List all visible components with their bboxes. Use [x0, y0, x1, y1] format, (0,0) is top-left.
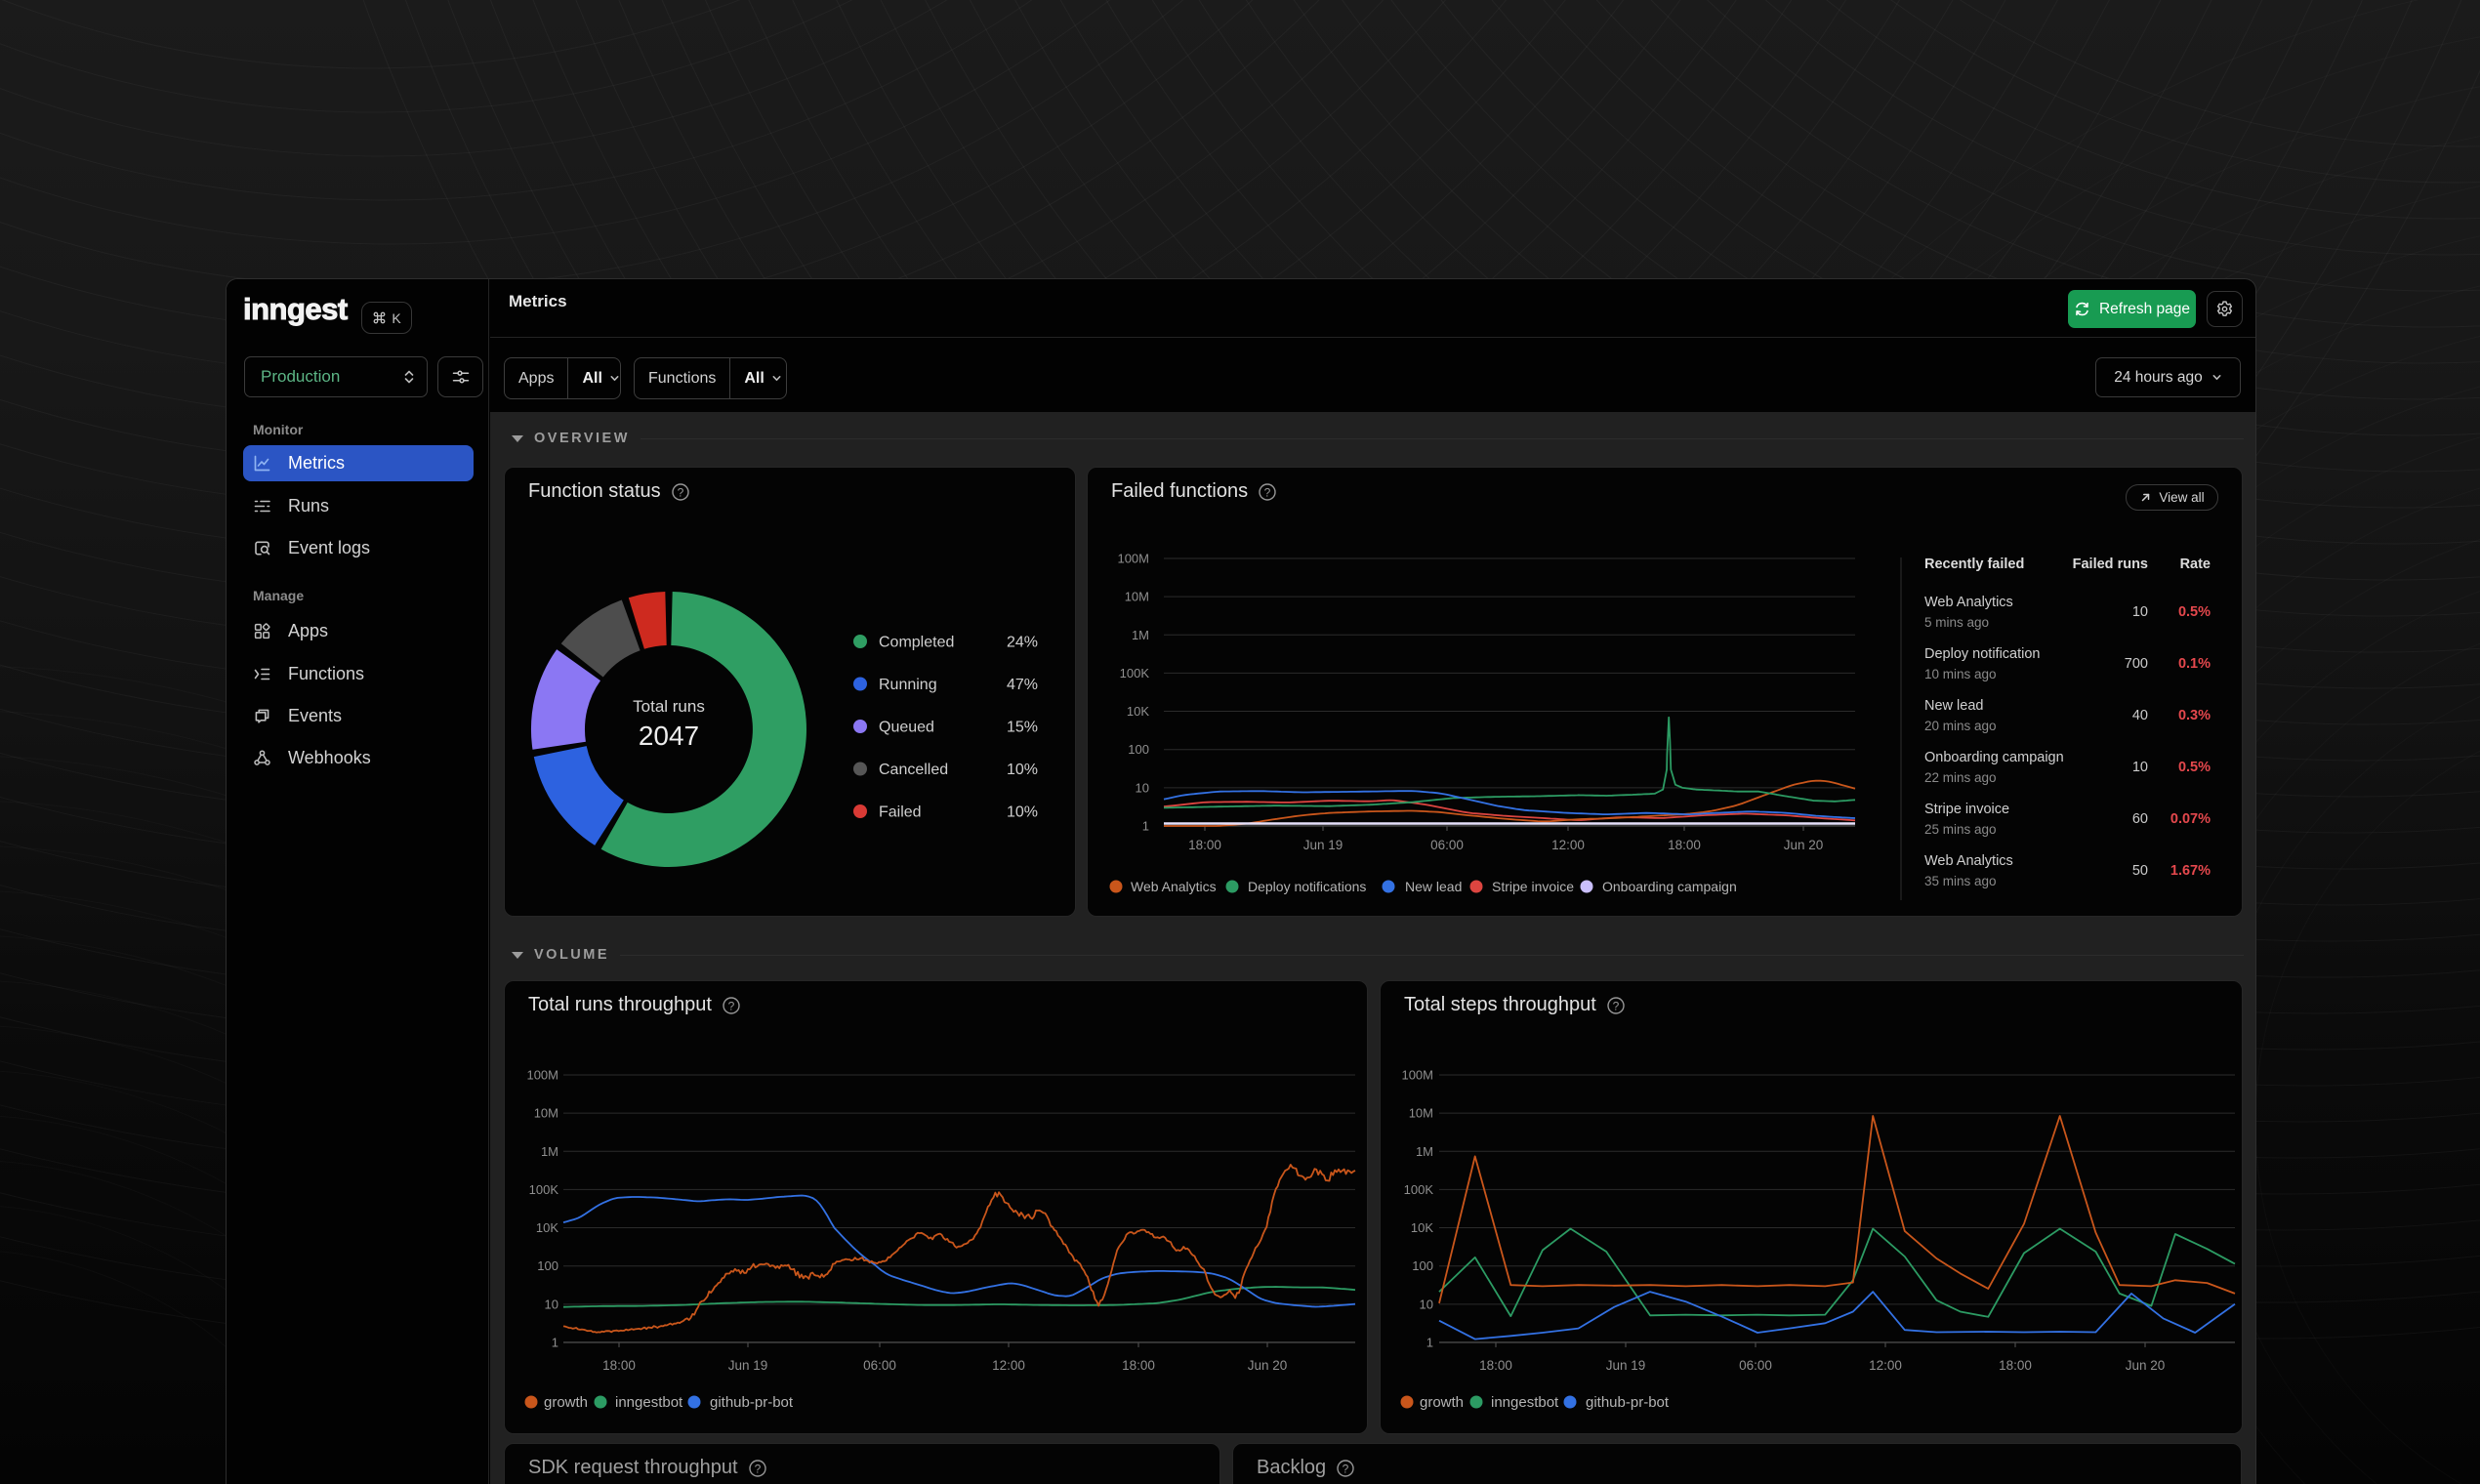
svg-text:100K: 100K [1120, 666, 1150, 680]
svg-text:?: ? [728, 999, 735, 1012]
svg-text:700: 700 [2125, 656, 2148, 672]
svg-text:Web Analytics: Web Analytics [1924, 853, 2013, 869]
svg-text:Web Analytics: Web Analytics [1131, 879, 1217, 894]
svg-text:Deploy notification: Deploy notification [1924, 646, 2041, 662]
svg-text:New lead: New lead [1405, 879, 1462, 894]
svg-text:1.67%: 1.67% [2170, 863, 2211, 879]
svg-text:10K: 10K [1127, 704, 1149, 719]
svg-text:100M: 100M [526, 1068, 558, 1083]
svg-text:10 mins ago: 10 mins ago [1924, 667, 1997, 681]
svg-text:growth: growth [544, 1394, 588, 1411]
svg-text:40: 40 [2132, 708, 2148, 723]
svg-text:inngestbot: inngestbot [1491, 1394, 1559, 1411]
svg-text:Running: Running [879, 677, 937, 693]
svg-text:?: ? [1612, 999, 1619, 1012]
svg-text:24%: 24% [1007, 635, 1038, 651]
svg-text:?: ? [1343, 1462, 1349, 1475]
svg-text:Deploy notifications: Deploy notifications [1248, 879, 1366, 894]
svg-text:Web Analytics: Web Analytics [1924, 595, 2013, 610]
svg-text:18:00: 18:00 [1668, 838, 1701, 852]
svg-text:100M: 100M [1401, 1068, 1433, 1083]
svg-text:inngestbot: inngestbot [615, 1394, 683, 1411]
svg-text:10M: 10M [1409, 1106, 1433, 1121]
svg-text:1M: 1M [1416, 1144, 1433, 1159]
svg-text:?: ? [1264, 485, 1271, 499]
svg-text:?: ? [677, 485, 683, 499]
svg-text:100: 100 [1128, 742, 1149, 757]
svg-text:15%: 15% [1007, 720, 1038, 736]
svg-text:12:00: 12:00 [1551, 838, 1585, 852]
svg-text:Queued: Queued [879, 720, 934, 736]
svg-text:Stripe invoice: Stripe invoice [1492, 879, 1574, 894]
svg-text:50: 50 [2132, 863, 2148, 879]
svg-text:Failed runs: Failed runs [2073, 556, 2148, 572]
svg-text:10: 10 [2132, 604, 2148, 620]
svg-text:18:00: 18:00 [602, 1358, 636, 1373]
svg-text:12:00: 12:00 [1869, 1358, 1902, 1373]
svg-text:2047: 2047 [639, 721, 699, 751]
svg-text:10%: 10% [1007, 804, 1038, 821]
svg-text:Completed: Completed [879, 635, 954, 651]
svg-text:github-pr-bot: github-pr-bot [710, 1394, 794, 1411]
svg-text:Jun 20: Jun 20 [1248, 1358, 1288, 1373]
svg-text:100: 100 [537, 1258, 558, 1273]
svg-text:25 mins ago: 25 mins ago [1924, 822, 1997, 837]
svg-text:10M: 10M [1125, 590, 1149, 604]
svg-text:growth: growth [1420, 1394, 1464, 1411]
svg-text:10K: 10K [1411, 1220, 1433, 1235]
svg-text:18:00: 18:00 [1188, 838, 1221, 852]
svg-text:12:00: 12:00 [992, 1358, 1025, 1373]
svg-text:18:00: 18:00 [1122, 1358, 1155, 1373]
svg-text:0.5%: 0.5% [2178, 604, 2211, 620]
svg-text:Jun 19: Jun 19 [1303, 838, 1343, 852]
svg-text:100K: 100K [1404, 1182, 1434, 1197]
svg-text:35 mins ago: 35 mins ago [1924, 874, 1997, 888]
svg-text:10: 10 [545, 1297, 558, 1311]
svg-text:Failed: Failed [879, 804, 922, 821]
svg-text:10: 10 [1136, 780, 1149, 795]
svg-text:10: 10 [1420, 1297, 1433, 1311]
svg-text:Cancelled: Cancelled [879, 762, 948, 778]
svg-text:5 mins ago: 5 mins ago [1924, 615, 1989, 630]
svg-text:Jun 20: Jun 20 [1784, 838, 1824, 852]
svg-text:100: 100 [1412, 1258, 1433, 1273]
svg-text:1M: 1M [1132, 628, 1149, 642]
svg-text:60: 60 [2132, 811, 2148, 827]
svg-text:1M: 1M [541, 1144, 558, 1159]
svg-text:20 mins ago: 20 mins ago [1924, 719, 1997, 733]
svg-text:github-pr-bot: github-pr-bot [1586, 1394, 1670, 1411]
svg-text:1: 1 [1142, 818, 1149, 833]
svg-text:New lead: New lead [1924, 698, 1983, 714]
svg-text:06:00: 06:00 [1430, 838, 1464, 852]
svg-text:?: ? [754, 1462, 761, 1475]
svg-text:18:00: 18:00 [1479, 1358, 1512, 1373]
svg-text:0.07%: 0.07% [2170, 811, 2211, 827]
svg-text:1: 1 [552, 1335, 558, 1349]
svg-text:Onboarding campaign: Onboarding campaign [1924, 750, 2064, 765]
svg-text:Stripe invoice: Stripe invoice [1924, 802, 2009, 817]
svg-text:Onboarding campaign: Onboarding campaign [1602, 879, 1737, 894]
svg-text:Rate: Rate [2180, 556, 2211, 572]
svg-text:10K: 10K [536, 1220, 558, 1235]
svg-text:Recently failed: Recently failed [1924, 556, 2024, 572]
svg-text:Total runs: Total runs [633, 697, 705, 716]
svg-text:0.3%: 0.3% [2178, 708, 2211, 723]
svg-text:1: 1 [1426, 1335, 1433, 1349]
svg-text:0.1%: 0.1% [2178, 656, 2211, 672]
svg-text:100K: 100K [529, 1182, 559, 1197]
svg-text:06:00: 06:00 [1739, 1358, 1772, 1373]
svg-text:22 mins ago: 22 mins ago [1924, 770, 1997, 785]
svg-text:Jun 19: Jun 19 [728, 1358, 768, 1373]
svg-text:0.5%: 0.5% [2178, 760, 2211, 775]
svg-text:10: 10 [2132, 760, 2148, 775]
svg-text:10%: 10% [1007, 762, 1038, 778]
svg-text:18:00: 18:00 [1999, 1358, 2032, 1373]
svg-text:06:00: 06:00 [863, 1358, 896, 1373]
svg-text:Jun 20: Jun 20 [2126, 1358, 2166, 1373]
svg-text:47%: 47% [1007, 677, 1038, 693]
svg-text:100M: 100M [1117, 552, 1149, 566]
svg-text:10M: 10M [534, 1106, 558, 1121]
svg-text:Jun 19: Jun 19 [1606, 1358, 1646, 1373]
